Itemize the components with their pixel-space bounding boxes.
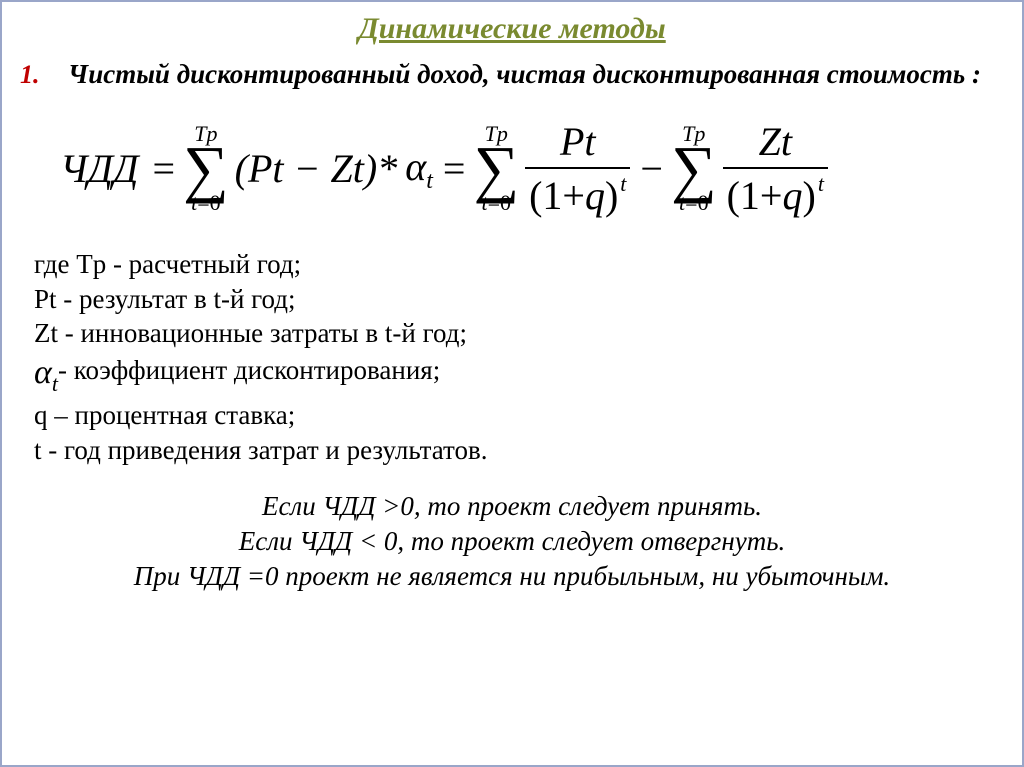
conclusion-1: Если ЧДД >0, то проект следует принять. [20,489,1004,524]
where-line-4: αt- коэффициент дисконтирования; [34,351,1004,398]
formula-lhs: ЧДД [60,145,146,192]
slide-frame: Динамические методы 1. Чистый дисконтиро… [0,0,1024,767]
sigma-icon: ∑ [671,143,717,194]
fraction-1: Pt (1+q)t [521,118,634,219]
sum-lower-2: t=0 [481,192,511,214]
where-block: где Tp - расчетный год; Pt - результат в… [34,247,1004,467]
list-number: 1. [20,58,68,90]
where-line-6: t - год приведения затрат и результатов. [34,433,1004,468]
where-line-3: Zt - инновационные затраты в t-й год; [34,316,1004,351]
equals-sign: = [146,145,181,192]
sum-1: Tp ∑ t=0 [181,123,231,214]
conclusion-2: Если ЧДД < 0, то проект следует отвергну… [20,524,1004,559]
npv-formula: ЧДД = Tp ∑ t=0 (Pt − Zt)* αt = Tp ∑ t=0 … [60,118,1004,219]
equals-sign-2: = [437,145,472,192]
frac1-den: (1+q)t [525,167,630,219]
formula-block: ЧДД = Tp ∑ t=0 (Pt − Zt)* αt = Tp ∑ t=0 … [60,118,1004,219]
sum-lower-1: t=0 [191,192,221,214]
where-line-5: q – процентная ставка; [34,398,1004,433]
where-line-2: Pt - результат в t-й год; [34,282,1004,317]
item-subtitle: Чистый дисконтированный доход, чистая ди… [68,58,981,90]
frac2-den: (1+q)t [723,167,828,219]
item-row: 1. Чистый дисконтированный доход, чистая… [20,58,1004,90]
sum-3: Tp ∑ t=0 [669,123,719,214]
where-line-1: где Tp - расчетный год; [34,247,1004,282]
sum-2: Tp ∑ t=0 [471,123,521,214]
conclusion-block: Если ЧДД >0, то проект следует принять. … [20,489,1004,594]
minus-sign: − [634,145,669,192]
sigma-icon: ∑ [473,143,519,194]
sigma-icon: ∑ [183,143,229,194]
alpha-term: αt [401,143,437,195]
sum-lower-3: t=0 [679,192,709,214]
frac2-num: Zt [753,118,798,167]
conclusion-3: При ЧДД =0 проект не является ни прибыль… [20,559,1004,594]
alpha-symbol: αt [34,351,58,398]
frac1-num: Pt [554,118,602,167]
slide-title: Динамические методы [20,12,1004,46]
fraction-2: Zt (1+q)t [719,118,832,219]
term-1: (Pt − Zt)* [231,145,402,192]
